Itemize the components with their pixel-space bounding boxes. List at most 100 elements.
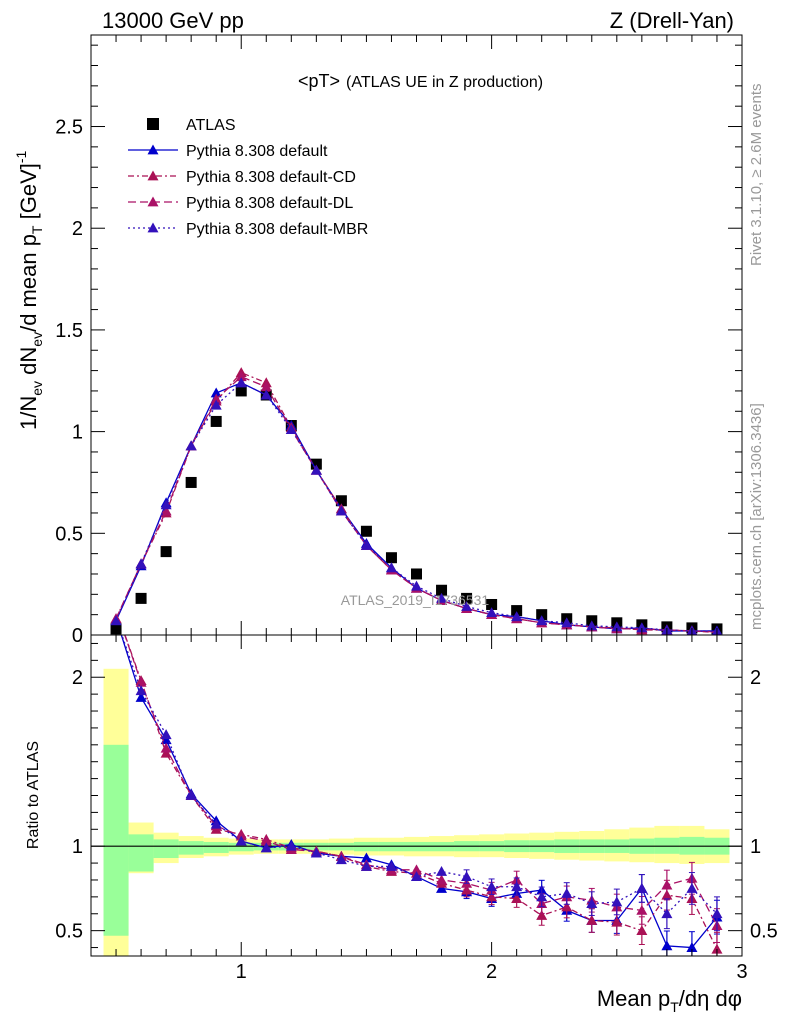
ratio-series-marker xyxy=(385,860,397,871)
ratio-series-line xyxy=(124,635,718,950)
series-marker xyxy=(185,440,197,451)
ratio-series-marker xyxy=(661,879,673,890)
atlas-data-point xyxy=(436,584,448,596)
x-tick-label: 1 xyxy=(236,961,247,983)
series-marker xyxy=(385,562,397,573)
plot-subtitle: (ATLAS UE in Z production) xyxy=(346,74,543,91)
watermark-analysis-id: ATLAS_2019_I1736531 xyxy=(341,592,490,608)
ratio-series-marker xyxy=(561,887,573,898)
series-marker xyxy=(486,607,498,618)
ratio-series-marker xyxy=(611,896,623,907)
ratio-band-inner xyxy=(128,834,154,872)
ratio-y-tick-label: 0.5 xyxy=(55,921,83,943)
series-marker xyxy=(310,464,322,475)
ratio-series-marker xyxy=(260,835,272,846)
ratio-series-marker xyxy=(160,742,172,753)
atlas-data-point xyxy=(135,592,147,604)
atlas-data-point xyxy=(385,552,397,564)
ratio-series-marker xyxy=(411,871,422,881)
ratio-series-marker xyxy=(436,866,448,876)
ratio-series-marker xyxy=(511,881,523,892)
series-marker xyxy=(210,399,222,410)
main-y-axis-label: 1/Nev dNev/d mean pT [GeV]-1 xyxy=(13,150,45,430)
ratio-series-marker xyxy=(536,909,548,920)
legend-marker xyxy=(147,144,159,155)
series-marker xyxy=(511,611,523,622)
x-axis-label: Mean pT/dη dφ xyxy=(597,986,742,1015)
ratio-series-marker xyxy=(611,916,623,927)
atlas-data-point xyxy=(536,609,548,621)
atlas-data-point xyxy=(235,385,247,397)
ratio-band-inner xyxy=(103,744,129,936)
legend-marker xyxy=(147,196,159,207)
ratio-series-marker xyxy=(661,908,673,919)
ratio-series-marker xyxy=(711,943,723,954)
series-marker xyxy=(210,387,222,398)
plot-title-main: <pT> xyxy=(298,71,340,91)
legend-entry-label: Pythia 8.308 default-MBR xyxy=(186,221,368,238)
series-marker xyxy=(335,505,347,516)
series-marker xyxy=(461,601,473,611)
ratio-series-marker xyxy=(235,835,247,846)
main-panel: 0 0.5 1 1.5 2 2.5 <pT> (ATLAS UE in Z product… xyxy=(13,34,743,647)
ratio-series-marker xyxy=(185,790,197,800)
ratio-series-marker xyxy=(436,882,448,893)
legend-entry-label: ATLAS xyxy=(186,117,236,134)
ratio-y-tick-label-right: 2 xyxy=(750,667,761,689)
ratio-series-marker xyxy=(160,747,172,758)
main-series-layer xyxy=(110,367,723,635)
ratio-series-marker xyxy=(335,854,347,865)
series-marker xyxy=(561,617,573,628)
atlas-data-point xyxy=(210,415,222,427)
series-marker xyxy=(160,505,172,516)
ratio-series-marker xyxy=(260,842,272,853)
atlas-data-point xyxy=(310,458,322,470)
plot-title: <pT> xyxy=(298,71,340,91)
atlas-data-point xyxy=(511,605,523,617)
series-marker xyxy=(285,424,297,434)
series-marker xyxy=(436,592,448,603)
x-tick-label: 3 xyxy=(736,961,747,983)
ratio-series-marker xyxy=(636,882,648,893)
ratio-y-tick-label-right: 1 xyxy=(750,836,761,858)
ratio-series-marker xyxy=(586,898,598,909)
ratio-series-marker xyxy=(711,908,723,919)
ratio-series-marker xyxy=(436,874,448,885)
ratio-series-marker xyxy=(636,925,648,936)
ratio-y-tick-label: 2 xyxy=(72,667,83,689)
side-label-mcplots: mcplots.cern.ch [arXiv:1306.3436] xyxy=(748,403,765,630)
ratio-series-marker xyxy=(160,734,172,745)
ratio-band-inner xyxy=(178,841,204,855)
ratio-series-marker xyxy=(360,852,372,863)
series-marker xyxy=(411,580,422,591)
legend-marker-atlas xyxy=(147,118,159,130)
ratio-series-marker xyxy=(411,864,422,875)
series-marker xyxy=(235,377,247,388)
ratio-series-marker xyxy=(310,847,322,858)
legend-entry-label: Pythia 8.308 default-CD xyxy=(186,169,356,186)
atlas-data-point xyxy=(185,476,197,488)
series-marker xyxy=(586,620,598,631)
ratio-series-marker xyxy=(235,830,247,841)
atlas-data-point xyxy=(461,592,473,604)
series-marker xyxy=(160,499,172,510)
header-right-label: Z (Drell-Yan) xyxy=(610,8,734,33)
ratio-series-marker xyxy=(536,891,548,902)
main-y-tick-label: 1.5 xyxy=(55,320,83,342)
main-axes: 0 0.5 1 1.5 2 2.5 xyxy=(55,35,743,647)
legend-marker xyxy=(147,222,159,233)
atlas-data-point xyxy=(160,546,172,558)
series-marker xyxy=(536,615,548,626)
ratio-series-marker xyxy=(686,882,698,893)
ratio-series-marker xyxy=(586,915,598,925)
ratio-series-marker xyxy=(661,940,673,951)
ratio-y-tick-label-right: 0.5 xyxy=(750,921,778,943)
ratio-band-inner xyxy=(203,841,229,853)
x-tick-label: 2 xyxy=(486,961,497,983)
atlas-data-point xyxy=(360,525,372,537)
ratio-panel: 1 2 30.5 0.51 12 2 Ratio to ATLAS Mean pT/dη … xyxy=(25,634,778,1015)
header-left-label: 13000 GeV pp xyxy=(102,8,244,33)
series-marker xyxy=(611,621,623,632)
ratio-series-marker xyxy=(135,676,147,687)
ratio-series-marker xyxy=(511,893,523,903)
